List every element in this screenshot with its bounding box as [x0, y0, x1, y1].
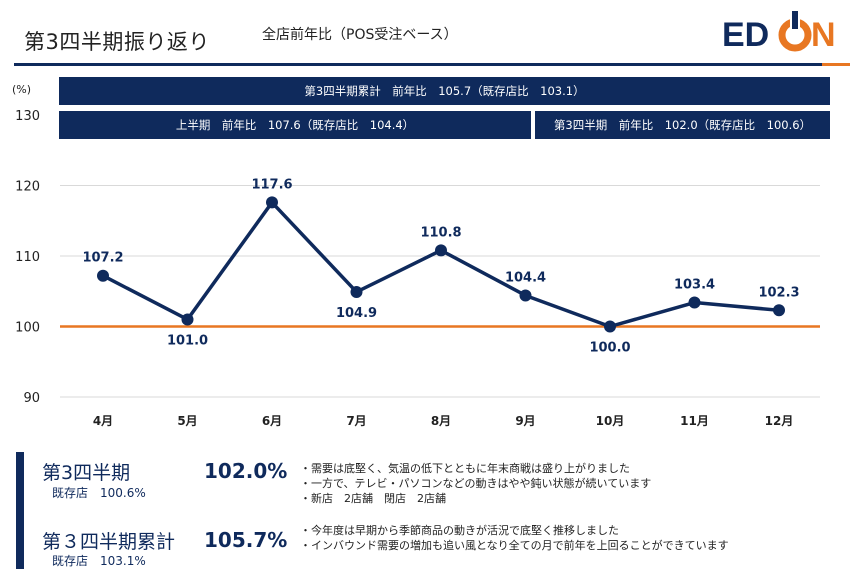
data-point: [519, 289, 532, 302]
header-rule: [14, 63, 822, 66]
page-title: 第3四半期振り返り: [24, 30, 210, 54]
data-point: [97, 269, 109, 282]
data-label: 104.9: [336, 306, 377, 321]
data-label: 104.4: [505, 270, 546, 285]
data-point: [266, 196, 278, 209]
data-label: 117.6: [251, 177, 292, 192]
q3-bullets: ・需要は底堅く、気温の低下とともに年末商戦は盛り上がりました ・一方で、テレビ・…: [300, 461, 651, 506]
q3-bullet: ・新店 2店舗 閉店 2店舗: [300, 492, 446, 505]
svg-text:N: N: [811, 16, 836, 54]
grid-layer: 90 100 110 120 130 4月 5月 6月 7月 8月 9月 10月 11月 12月: [15, 109, 820, 428]
line-chart: 90 100 110 120 130 4月 5月 6月 7月 8月 9月 10月 11月 12月 107.…: [15, 109, 820, 428]
data-point: [773, 304, 785, 317]
data-point: [604, 320, 616, 333]
banner-first-half: 上半期 前年比 107.6（既存店比 104.4）: [59, 111, 531, 139]
banner-q3-cumulative: 第3四半期累計 前年比 105.7（既存店比 103.1）: [59, 77, 830, 105]
line-layer: [102, 200, 780, 329]
data-point: [350, 285, 363, 298]
x-tick-label: 10月: [596, 414, 625, 428]
y-tick-label: 90: [23, 391, 40, 406]
y-tick-label: 110: [15, 250, 40, 265]
y-axis-unit: (%): [12, 83, 32, 96]
x-tick-label: 5月: [177, 414, 197, 428]
x-tick-label: 4月: [93, 414, 113, 428]
q3-cumulative-bullets: ・今年度は早期から季節商品の動きが活況で底堅く推移しました ・インバウンド需要の…: [300, 523, 729, 553]
q3-value: 102.0%: [204, 459, 288, 483]
svg-text:ED: ED: [722, 16, 769, 54]
data-label: 107.2: [82, 251, 123, 266]
q3-cumulative-bullet: ・インバウンド需要の増加も追い風となり全ての月で前年を上回ることができています: [300, 539, 729, 552]
point-layer: [97, 196, 785, 333]
data-label: 110.8: [420, 225, 461, 240]
banner-q3: 第3四半期 前年比 102.0（既存店比 100.6）: [535, 111, 830, 139]
data-point: [688, 296, 701, 309]
y-tick-label: 130: [15, 109, 40, 124]
q3-cumulative-summary-title: 第３四半期累計: [42, 531, 176, 553]
q3-existing-store: 既存店 100.6%: [52, 486, 146, 500]
label-layer: 107.2 101.0 117.6 104.9 110.8 104.4 100.0 103.4…: [82, 177, 799, 355]
q3-summary-title: 第3四半期: [42, 462, 131, 484]
x-tick-label: 6月: [262, 414, 282, 428]
series-line: [102, 200, 780, 329]
q3-cumulative-bullet: ・今年度は早期から季節商品の動きが活況で底堅く推移しました: [300, 524, 619, 537]
x-tick-label: 9月: [515, 414, 535, 428]
data-label: 100.0: [589, 341, 630, 356]
data-label: 103.4: [674, 278, 715, 293]
edion-logo: ED N: [722, 9, 836, 54]
data-label: 101.0: [167, 333, 208, 348]
data-point: [435, 244, 447, 257]
q3-bullet: ・一方で、テレビ・パソコンなどの動きはやや鈍い状態が続いています: [300, 477, 652, 490]
x-tick-label: 11月: [680, 414, 709, 428]
header-rule-accent: [822, 63, 850, 66]
x-tick-label: 8月: [431, 414, 451, 428]
y-tick-label: 120: [15, 180, 40, 195]
summary-accent-bar: [16, 452, 24, 569]
data-point: [181, 313, 194, 326]
page-subtitle: 全店前年比（POS受注ベース）: [262, 27, 458, 43]
x-tick-label: 12月: [765, 414, 794, 428]
q3-bullet: ・需要は底堅く、気温の低下とともに年末商戦は盛り上がりました: [300, 462, 630, 475]
x-tick-label: 7月: [346, 414, 366, 428]
q3-cumulative-value: 105.7%: [204, 528, 288, 552]
q3-cumulative-existing-store: 既存店 103.1%: [52, 554, 146, 568]
y-tick-label: 100: [15, 321, 40, 336]
data-label: 102.3: [758, 285, 799, 300]
